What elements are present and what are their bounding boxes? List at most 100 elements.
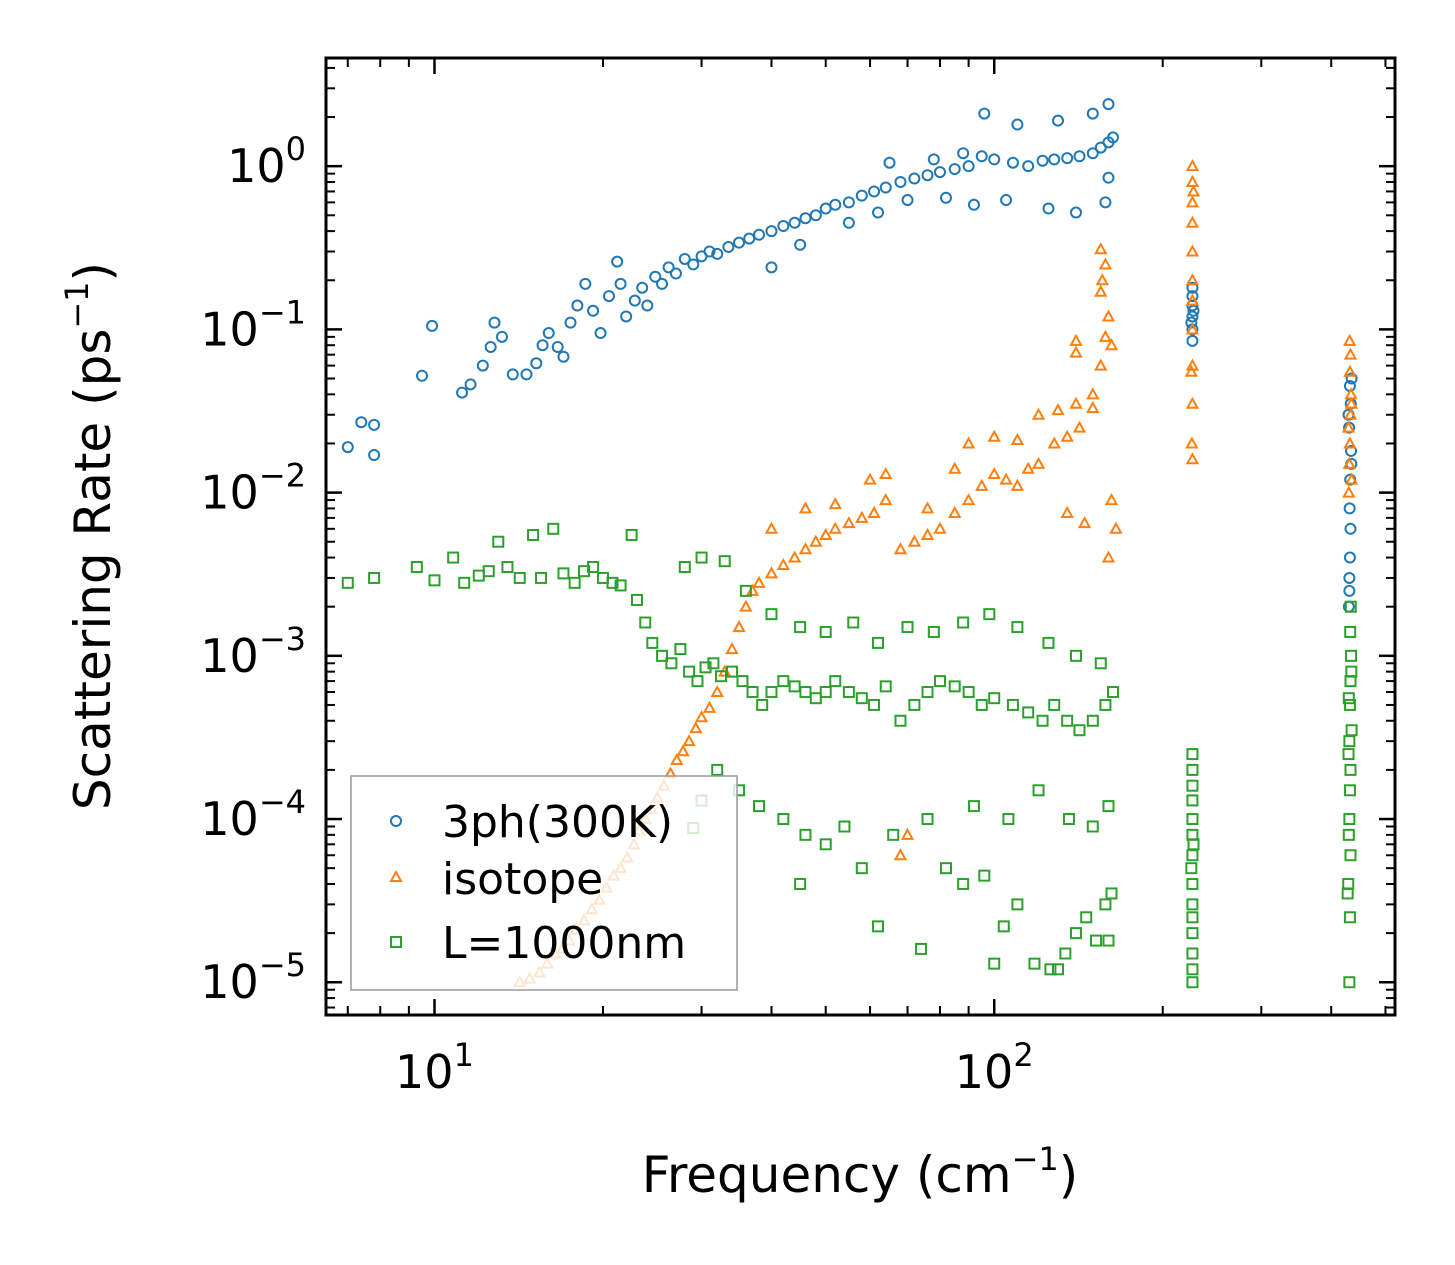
- data-point: [753, 228, 766, 241]
- data-point: [547, 522, 560, 535]
- data-point: [999, 472, 1013, 485]
- data-point: [1073, 724, 1086, 737]
- data-point: [488, 316, 501, 329]
- y-tick-label: 10−2: [200, 457, 306, 520]
- data-point: [828, 521, 842, 534]
- y-axis-label: Scattering Rate (ps−1): [58, 262, 122, 810]
- data-point: [1186, 184, 1201, 197]
- data-point: [1186, 877, 1199, 890]
- data-point: [879, 181, 892, 194]
- data-point: [689, 721, 703, 734]
- data-point: [967, 198, 980, 211]
- data-point: [725, 665, 738, 678]
- data-point: [828, 497, 842, 510]
- data-point: [867, 505, 881, 518]
- data-point: [798, 501, 813, 514]
- data-point: [1185, 273, 1200, 286]
- data-point: [711, 763, 724, 776]
- data-point: [587, 304, 600, 317]
- plot-frame: [324, 56, 1397, 1017]
- data-point: [641, 299, 654, 312]
- data-point: [1341, 420, 1356, 433]
- data-point: [1186, 927, 1199, 940]
- data-point: [368, 448, 381, 461]
- data-point: [746, 686, 759, 699]
- data-point: [978, 869, 991, 882]
- data-point: [787, 550, 802, 563]
- data-point: [961, 436, 976, 449]
- data-point: [1044, 963, 1057, 976]
- data-point: [957, 877, 970, 890]
- data-point: [656, 649, 669, 662]
- data-point: [842, 516, 856, 529]
- data-point: [571, 299, 584, 312]
- data-point: [674, 643, 687, 656]
- data-point: [530, 357, 543, 370]
- data-point: [975, 150, 988, 163]
- data-point: [957, 616, 970, 629]
- data-point: [1094, 657, 1107, 670]
- data-point: [1098, 329, 1113, 342]
- data-point: [670, 752, 684, 765]
- data-point: [587, 561, 600, 574]
- data-point: [967, 800, 980, 813]
- data-point: [764, 521, 779, 534]
- data-point: [975, 698, 988, 711]
- data-point: [1187, 304, 1200, 317]
- data-point: [879, 493, 893, 506]
- data-point: [606, 576, 619, 589]
- data-point: [1343, 784, 1356, 797]
- data-point: [1343, 911, 1356, 924]
- data-point: [842, 216, 855, 229]
- data-point: [855, 189, 868, 202]
- data-point: [703, 245, 716, 258]
- x-tick-labels: 101 102: [395, 1036, 1034, 1099]
- data-point: [711, 247, 724, 260]
- data-point: [948, 505, 962, 518]
- data-point: [933, 675, 946, 688]
- data-point: [1061, 152, 1074, 165]
- y-tick-label: 100: [227, 130, 306, 193]
- data-point: [535, 571, 548, 584]
- data-point: [765, 225, 778, 238]
- data-point: [1186, 947, 1199, 960]
- data-point: [1028, 957, 1041, 970]
- data-point: [536, 339, 549, 352]
- data-point: [1185, 436, 1199, 449]
- data-point: [1086, 107, 1099, 120]
- data-point: [1052, 963, 1065, 976]
- data-point: [1345, 649, 1358, 662]
- data-point: [1095, 273, 1110, 286]
- data-point: [1104, 338, 1119, 351]
- legend-label-3ph: 3ph(300K): [442, 797, 673, 848]
- data-point: [739, 599, 753, 612]
- data-point: [1345, 372, 1358, 385]
- data-point: [665, 657, 678, 670]
- x-tick-label: 102: [955, 1036, 1034, 1099]
- legend-label-isotope: isotope: [442, 854, 603, 905]
- data-point: [506, 368, 519, 381]
- data-point: [939, 862, 952, 875]
- data-point: [1343, 584, 1356, 597]
- data-point: [1048, 153, 1061, 166]
- data-point: [1101, 550, 1116, 563]
- data-point: [921, 813, 934, 826]
- data-point: [764, 566, 779, 579]
- data-point: [1036, 714, 1049, 727]
- data-point: [1072, 420, 1087, 433]
- data-point: [646, 636, 659, 649]
- data-point: [1062, 813, 1075, 826]
- data-point: [1077, 516, 1092, 529]
- data-point: [702, 700, 717, 713]
- data-point: [1343, 698, 1356, 711]
- data-point: [368, 418, 381, 431]
- data-point: [1032, 784, 1045, 797]
- data-point: [447, 551, 460, 564]
- data-point: [1059, 947, 1072, 960]
- data-point: [987, 466, 1001, 480]
- data-point: [636, 281, 649, 294]
- data-point: [736, 675, 749, 688]
- data-point: [1185, 396, 1200, 409]
- data-point: [1342, 485, 1356, 498]
